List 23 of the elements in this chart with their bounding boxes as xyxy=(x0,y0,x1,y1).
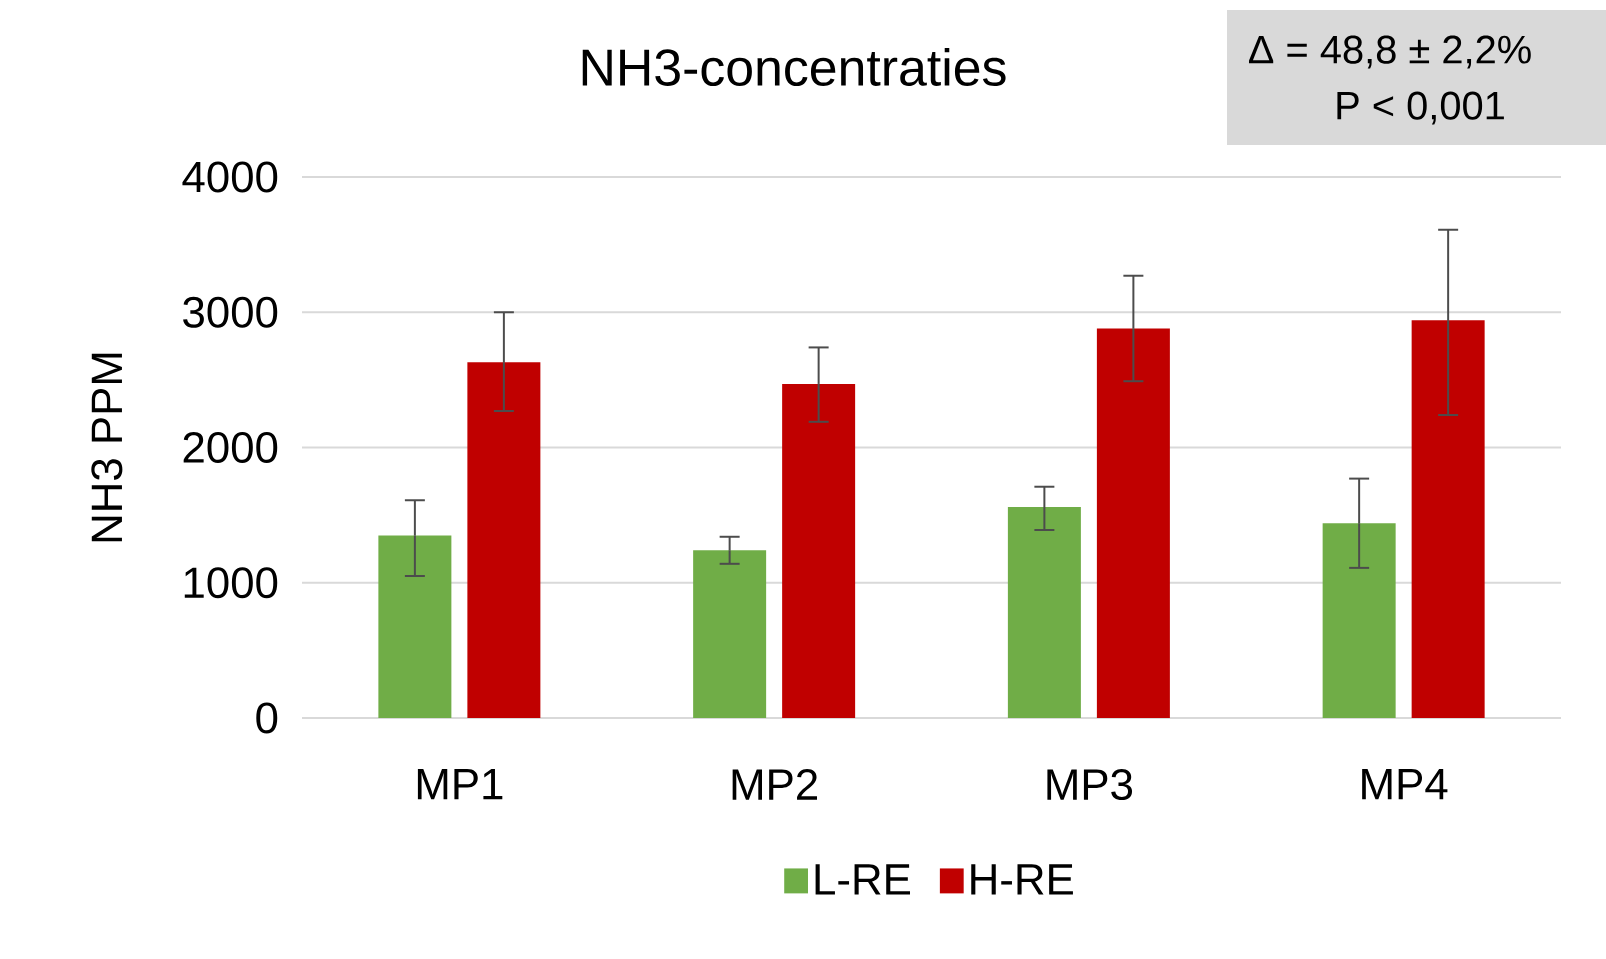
x-tick-label: MP3 xyxy=(1047,769,1133,801)
text: Δ = 48,8 ± 2,2% xyxy=(1248,35,1531,69)
bar xyxy=(378,535,452,718)
text: P < 0,001 xyxy=(1337,91,1504,125)
bar xyxy=(1007,507,1081,718)
y-tick-label: 0 xyxy=(256,702,278,734)
legend-label: H-RE xyxy=(971,864,1073,895)
y-tick-label: 2000 xyxy=(183,431,278,464)
bar xyxy=(693,550,767,718)
chart-title: NH3-concentraties xyxy=(582,47,1006,86)
y-axis-title: NH3 PPM xyxy=(91,353,123,542)
y-tick-label: 1000 xyxy=(184,567,278,599)
bar xyxy=(1322,523,1396,718)
x-tick-label: MP1 xyxy=(417,769,503,800)
bar xyxy=(467,362,541,718)
bar xyxy=(782,383,856,718)
x-tick-label: MP2 xyxy=(732,769,817,800)
y-tick-label: 3000 xyxy=(183,296,278,328)
y-tick-label: 4000 xyxy=(182,161,278,193)
bar xyxy=(1411,320,1485,718)
legend-label: L-RE xyxy=(815,864,910,895)
x-tick-label: MP4 xyxy=(1362,769,1448,800)
bar xyxy=(1096,328,1170,718)
